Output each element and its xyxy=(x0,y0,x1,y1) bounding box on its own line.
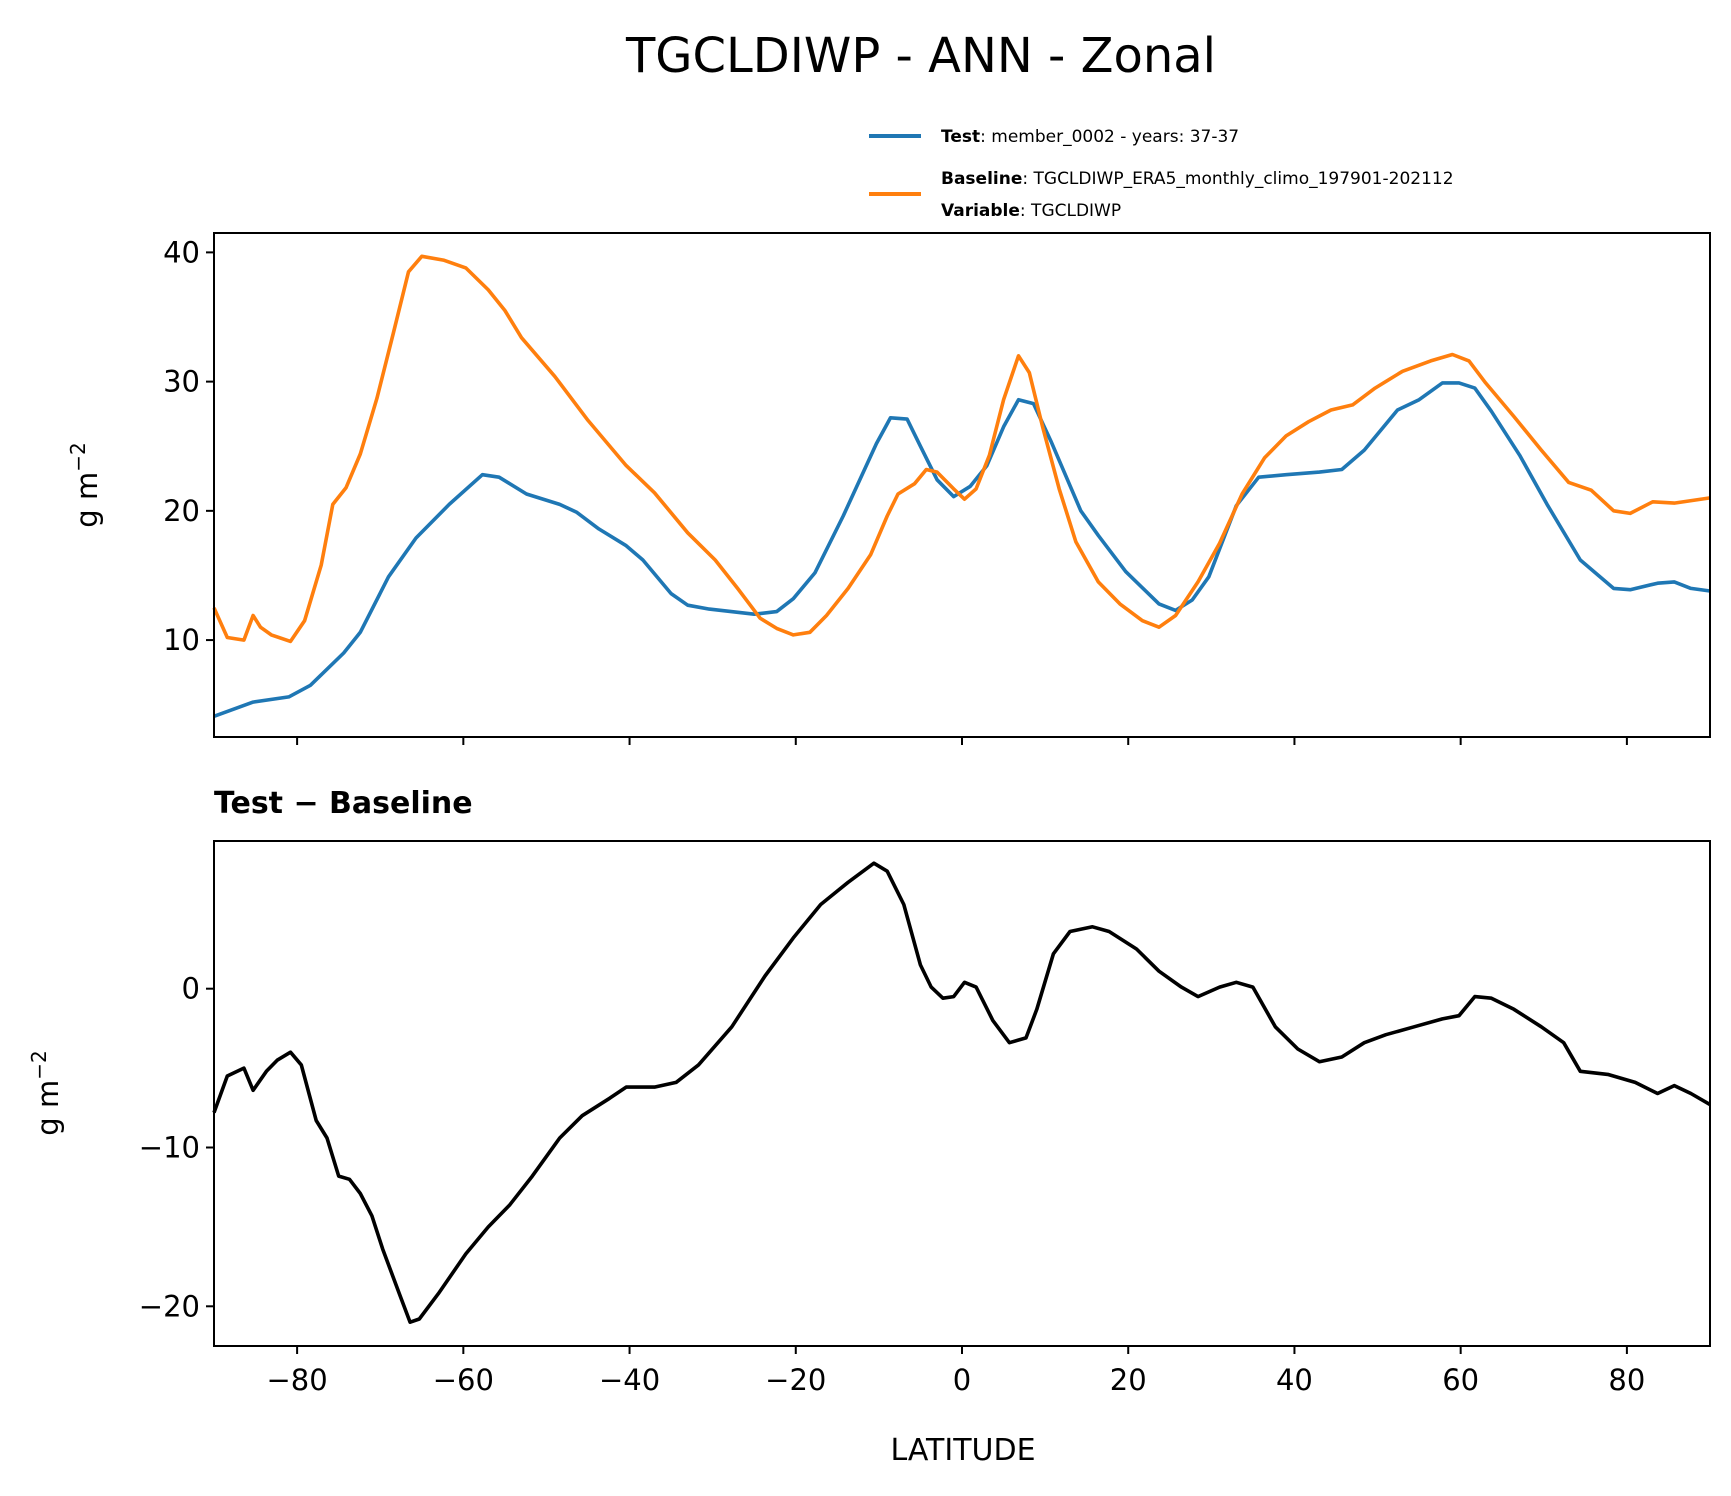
x-tick-label: 40 xyxy=(1276,1363,1313,1397)
y-tick-label: −10 xyxy=(139,1130,200,1164)
legend-label-variable: Variable: TGCLDIWP xyxy=(941,201,1121,221)
legend: Test: member_0002 - years: 37-37 Baselin… xyxy=(869,127,1454,221)
axes-frame xyxy=(213,840,1711,1347)
x-tick-label: −60 xyxy=(433,1363,494,1397)
legend-label-test: Test: member_0002 - years: 37-37 xyxy=(941,127,1239,147)
chart-title: TGCLDIWP - ANN - Zonal xyxy=(625,28,1216,84)
x-tick-label: 60 xyxy=(1442,1363,1479,1397)
axes-frame xyxy=(213,232,1711,738)
x-tick-label: 0 xyxy=(953,1363,971,1397)
bottom-y-axis-label: g m−2 xyxy=(27,1050,65,1135)
y-tick-label: 30 xyxy=(163,365,200,399)
x-tick-label: −40 xyxy=(599,1363,660,1397)
y-tick-label: 10 xyxy=(163,623,200,657)
y-tick-label: −20 xyxy=(139,1289,200,1323)
top-y-axis-label: g m−2 xyxy=(66,442,104,527)
x-tick-label: 20 xyxy=(1110,1363,1147,1397)
series-line-baseline xyxy=(212,254,1711,644)
x-tick-label: 80 xyxy=(1608,1363,1645,1397)
x-axis-label: LATITUDE xyxy=(890,1433,1035,1468)
top-panel: 10 20 30 40 xyxy=(163,232,1711,745)
y-tick-label: 40 xyxy=(163,235,200,269)
diff-panel-title: Test − Baseline xyxy=(214,786,473,821)
series-line-test xyxy=(213,381,1711,718)
legend-label-baseline: Baseline: TGCLDIWP_ERA5_monthly_climo_19… xyxy=(941,169,1454,189)
y-tick-label: 20 xyxy=(163,494,200,528)
bottom-panel: −20 −10 0 −80 −60 −40 −20 0 20 40 60 80 xyxy=(139,840,1711,1397)
y-tick-label: 0 xyxy=(182,972,200,1006)
x-tick-label: −20 xyxy=(765,1363,826,1397)
x-tick-label: −80 xyxy=(267,1363,328,1397)
series-line-test-baseline xyxy=(212,861,1711,1324)
